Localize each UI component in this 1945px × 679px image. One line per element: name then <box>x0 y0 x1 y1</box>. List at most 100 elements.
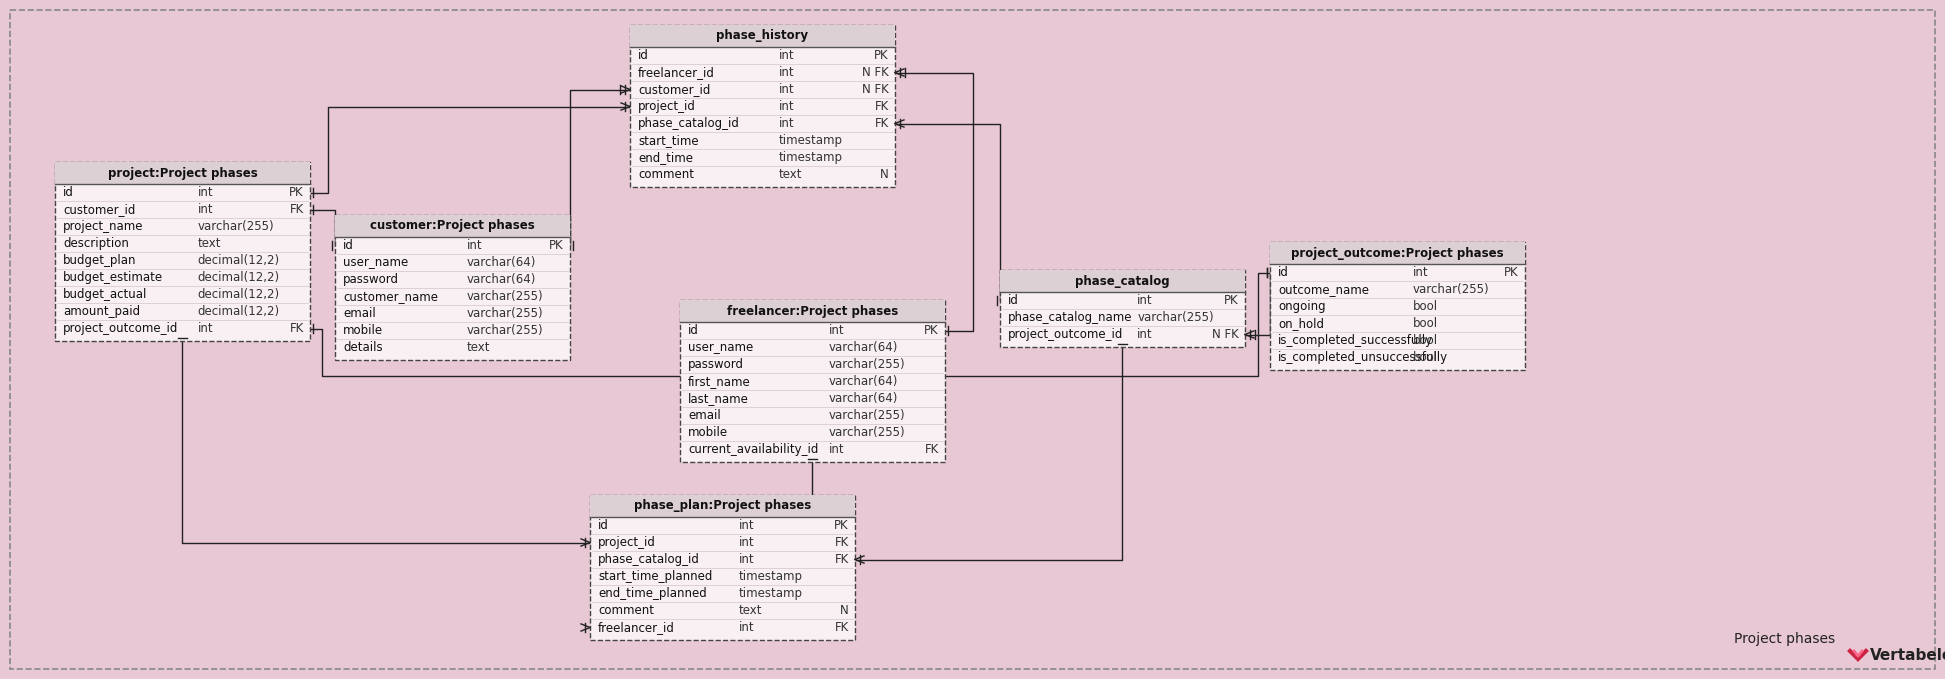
Text: budget_actual: budget_actual <box>62 288 148 301</box>
Text: Project phases: Project phases <box>1733 632 1834 646</box>
Text: varchar(255): varchar(255) <box>467 290 543 303</box>
Text: varchar(255): varchar(255) <box>829 426 904 439</box>
Text: customer_name: customer_name <box>342 290 438 303</box>
Text: project_name: project_name <box>62 220 144 233</box>
Text: timestamp: timestamp <box>739 587 803 600</box>
Text: start_time: start_time <box>638 134 698 147</box>
Text: decimal(12,2): decimal(12,2) <box>198 254 280 267</box>
Text: is_completed_successfully: is_completed_successfully <box>1278 334 1433 347</box>
Text: project_id: project_id <box>597 536 655 549</box>
Text: Vertabelo: Vertabelo <box>1869 648 1945 663</box>
FancyBboxPatch shape <box>1000 270 1245 292</box>
Text: mobile: mobile <box>689 426 727 439</box>
FancyBboxPatch shape <box>589 495 856 640</box>
Text: int: int <box>829 324 844 337</box>
Text: user_name: user_name <box>342 256 408 269</box>
Text: N: N <box>840 604 850 617</box>
Text: id: id <box>597 519 609 532</box>
Text: mobile: mobile <box>342 324 383 337</box>
Text: phase_history: phase_history <box>716 29 809 43</box>
Text: varchar(255): varchar(255) <box>1412 283 1490 296</box>
FancyBboxPatch shape <box>1270 242 1525 370</box>
Text: project:Project phases: project:Project phases <box>107 166 257 179</box>
Text: N FK: N FK <box>1212 328 1239 341</box>
Text: int: int <box>778 117 794 130</box>
Text: N: N <box>881 168 889 181</box>
Text: int: int <box>467 239 482 252</box>
Text: project_id: project_id <box>638 100 696 113</box>
FancyBboxPatch shape <box>681 300 945 322</box>
Text: FK: FK <box>875 117 889 130</box>
Text: text: text <box>778 168 801 181</box>
Text: timestamp: timestamp <box>778 151 842 164</box>
Text: is_completed_unsuccessfully: is_completed_unsuccessfully <box>1278 351 1449 364</box>
FancyBboxPatch shape <box>1000 270 1245 347</box>
Text: varchar(255): varchar(255) <box>467 324 543 337</box>
Text: start_time_planned: start_time_planned <box>597 570 712 583</box>
FancyBboxPatch shape <box>681 300 945 462</box>
Text: int: int <box>778 49 794 62</box>
FancyBboxPatch shape <box>335 215 570 237</box>
Text: user_name: user_name <box>689 341 753 354</box>
Text: varchar(64): varchar(64) <box>467 273 537 286</box>
Text: FK: FK <box>834 536 850 549</box>
Text: bool: bool <box>1412 334 1437 347</box>
Text: amount_paid: amount_paid <box>62 305 140 318</box>
FancyBboxPatch shape <box>54 162 309 184</box>
Text: int: int <box>739 519 755 532</box>
Text: varchar(255): varchar(255) <box>467 307 543 320</box>
Text: decimal(12,2): decimal(12,2) <box>198 305 280 318</box>
Text: budget_estimate: budget_estimate <box>62 271 163 284</box>
FancyBboxPatch shape <box>630 25 895 187</box>
Text: bool: bool <box>1412 317 1437 330</box>
Text: timestamp: timestamp <box>778 134 842 147</box>
Text: FK: FK <box>834 621 850 634</box>
Text: int: int <box>198 186 214 199</box>
Text: end_time: end_time <box>638 151 692 164</box>
Text: phase_catalog_id: phase_catalog_id <box>597 553 700 566</box>
FancyBboxPatch shape <box>54 162 309 341</box>
Text: project_outcome:Project phases: project_outcome:Project phases <box>1291 246 1503 259</box>
Text: phase_catalog_id: phase_catalog_id <box>638 117 739 130</box>
Text: int: int <box>1138 294 1153 307</box>
Text: project_outcome_id: project_outcome_id <box>1008 328 1124 341</box>
Text: varchar(64): varchar(64) <box>829 375 899 388</box>
Text: int: int <box>1412 266 1428 279</box>
Text: FK: FK <box>924 443 939 456</box>
Text: timestamp: timestamp <box>739 570 803 583</box>
Text: PK: PK <box>548 239 564 252</box>
Text: id: id <box>1008 294 1019 307</box>
Text: varchar(255): varchar(255) <box>198 220 274 233</box>
Text: varchar(64): varchar(64) <box>829 341 899 354</box>
Text: PK: PK <box>834 519 850 532</box>
Text: int: int <box>778 66 794 79</box>
Text: ongoing: ongoing <box>1278 300 1326 313</box>
Text: bool: bool <box>1412 351 1437 364</box>
Text: first_name: first_name <box>689 375 751 388</box>
Text: varchar(255): varchar(255) <box>829 409 904 422</box>
Text: on_hold: on_hold <box>1278 317 1325 330</box>
Text: last_name: last_name <box>689 392 749 405</box>
Text: int: int <box>778 100 794 113</box>
Text: budget_plan: budget_plan <box>62 254 136 267</box>
Text: PK: PK <box>290 186 303 199</box>
Text: varchar(255): varchar(255) <box>1138 311 1214 324</box>
Text: customer_id: customer_id <box>62 203 136 216</box>
Text: customer:Project phases: customer:Project phases <box>370 219 535 232</box>
FancyBboxPatch shape <box>335 215 570 360</box>
Text: project_outcome_id: project_outcome_id <box>62 322 179 335</box>
Text: freelancer_id: freelancer_id <box>597 621 675 634</box>
Text: freelancer_id: freelancer_id <box>638 66 716 79</box>
Text: int: int <box>1138 328 1153 341</box>
Text: email: email <box>689 409 722 422</box>
Text: freelancer:Project phases: freelancer:Project phases <box>727 304 899 318</box>
FancyBboxPatch shape <box>589 495 856 517</box>
Text: id: id <box>638 49 650 62</box>
Text: PK: PK <box>924 324 939 337</box>
Text: N FK: N FK <box>862 83 889 96</box>
Text: FK: FK <box>834 553 850 566</box>
Text: int: int <box>739 621 755 634</box>
Text: password: password <box>689 358 745 371</box>
Text: id: id <box>62 186 74 199</box>
Text: id: id <box>689 324 698 337</box>
